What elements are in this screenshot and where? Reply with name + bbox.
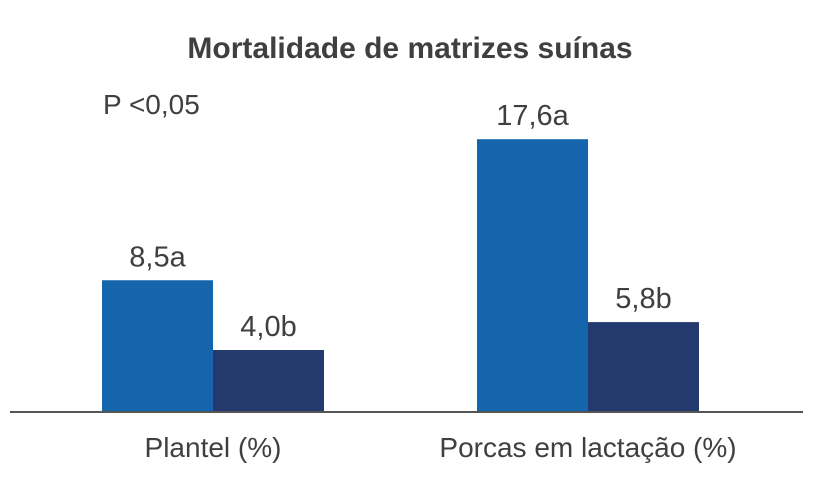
data-label-1-2: 4,0b <box>240 311 296 343</box>
bar-1-1 <box>102 280 213 412</box>
bars-group <box>102 139 699 412</box>
significance-note: P <0,05 <box>103 89 200 120</box>
bar-1-2 <box>213 350 324 412</box>
category-labels-group: Plantel (%) Porcas em lactação (%) <box>145 432 737 463</box>
data-label-2-2: 5,8b <box>615 283 671 315</box>
category-label-1: Plantel (%) <box>145 432 282 463</box>
bar-2-2 <box>588 322 699 412</box>
data-label-1-1: 8,5a <box>129 241 186 273</box>
data-labels-group: 8,5a 4,0b 17,6a 5,8b <box>129 100 671 343</box>
chart-title: Mortalidade de matrizes suínas <box>187 32 632 65</box>
data-label-2-1: 17,6a <box>496 100 569 132</box>
category-label-2: Porcas em lactação (%) <box>439 432 736 463</box>
bar-2-1 <box>477 139 588 412</box>
